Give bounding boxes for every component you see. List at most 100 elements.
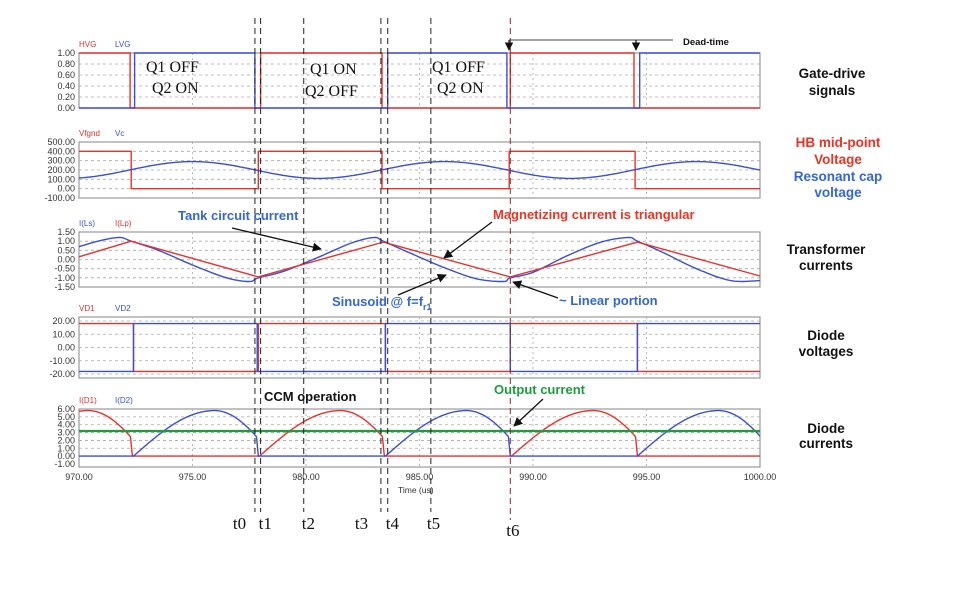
- series-hvg: [79, 52, 760, 109]
- legend-hvg: HVG: [79, 40, 96, 49]
- legend-vfgnd: Vfgnd: [79, 129, 100, 138]
- marker-label-t3: t3: [355, 514, 368, 533]
- dead-time-annotation: Dead-time: [504, 37, 729, 51]
- y-tick-label: 0.00: [57, 255, 75, 265]
- y-tick-label: 0.60: [57, 70, 75, 80]
- y-tick-label: 20.00: [52, 316, 75, 326]
- y-tick-label: 0.80: [57, 59, 75, 69]
- y-tick-label: -1.50: [54, 282, 75, 292]
- linear-portion-arrow: [512, 280, 559, 299]
- marker-label-t1: t1: [259, 514, 272, 533]
- panel-hb: 500.00400.00300.00200.00100.000.00-100.0…: [44, 129, 761, 203]
- legend-id1: I(D1): [79, 396, 97, 405]
- panel-gate: 1.000.800.600.400.200.00 HVG LVG: [57, 40, 761, 113]
- x-tick-label: 1000.00: [744, 472, 777, 482]
- y-tick-label: -1.00: [54, 459, 75, 469]
- legend-ilp: I(Lp): [115, 219, 132, 228]
- marker-label-t5: t5: [427, 514, 440, 533]
- magnetizing-current-annotation: Magnetizing current is triangular: [493, 207, 695, 222]
- tank-current-arrow: [231, 227, 322, 252]
- y-tick-label: 2.00: [57, 435, 75, 445]
- x-tick-label: 970.00: [65, 472, 93, 482]
- state-label-2-q2: Q2 OFF: [305, 83, 358, 100]
- y-tick-label: 500.00: [47, 137, 75, 147]
- side-label-vc-1: Resonant cap: [794, 169, 883, 184]
- legend-vd1: VD1: [79, 304, 95, 313]
- y-tick-label: 1.00: [57, 236, 75, 246]
- y-tick-label: 0.00: [57, 343, 75, 353]
- side-label-hb-2: Voltage: [814, 152, 862, 167]
- side-label-gate-2: signals: [809, 83, 856, 98]
- side-label-diodei-1: Diode: [807, 421, 845, 436]
- series-i-d1: [78, 409, 760, 457]
- marker-label-t0: t0: [233, 514, 246, 533]
- dead-time-label: Dead-time: [683, 37, 729, 48]
- y-tick-label: -1.00: [54, 273, 75, 283]
- y-tick-label: 100.00: [47, 174, 75, 184]
- legend-vc: Vc: [115, 129, 124, 138]
- y-tick-label: 0.00: [57, 103, 75, 113]
- x-tick-label: 990.00: [519, 472, 547, 482]
- y-tick-label: 1.00: [57, 48, 75, 58]
- panel-currents: 1.501.000.500.00-0.50-1.00-1.50 I(Ls) I(Lp…: [54, 219, 761, 292]
- output-current-arrow: [513, 398, 544, 427]
- y-tick-label: -10.00: [49, 356, 75, 366]
- y-tick-label: 0.00: [57, 451, 75, 461]
- y-tick-label: 400.00: [47, 146, 75, 156]
- x-tick-label: 975.00: [179, 472, 207, 482]
- y-tick-label: 1.00: [57, 443, 75, 453]
- side-label-currents-2: currents: [799, 258, 853, 273]
- y-tick-label: 0.50: [57, 245, 75, 255]
- y-tick-label: 5.00: [57, 412, 75, 422]
- panel-diodei: 6.005.004.003.002.001.000.00-1.00 I(D1) I(…: [54, 396, 776, 482]
- marker-label-t6: t6: [506, 521, 519, 540]
- series-i-ls: [78, 236, 761, 283]
- side-label-hb-1: HB mid-point: [796, 135, 881, 150]
- x-tick-label: 985.00: [406, 472, 434, 482]
- state-label-1-q2: Q2 ON: [152, 80, 199, 97]
- y-tick-label: 300.00: [47, 156, 75, 166]
- state-label-1-q1: Q1 OFF: [146, 59, 199, 76]
- y-tick-label: 0.40: [57, 81, 75, 91]
- x-axis-label: Time (us): [398, 485, 434, 495]
- legend-vd2: VD2: [115, 304, 131, 313]
- marker-label-t4: t4: [386, 514, 400, 533]
- y-tick-label: -100.00: [44, 193, 75, 203]
- series-i-lp: [78, 240, 761, 278]
- legend-ils: I(Ls): [79, 219, 95, 228]
- y-tick-label: 3.00: [57, 428, 75, 438]
- y-tick-label: -0.50: [54, 264, 75, 274]
- y-tick-label: 200.00: [47, 165, 75, 175]
- output-current-annotation: Output current: [494, 382, 586, 397]
- y-tick-label: 0.00: [57, 184, 75, 194]
- x-tick-label: 995.00: [633, 472, 661, 482]
- linear-portion-annotation: ~ Linear portion: [559, 293, 658, 308]
- time-markers: t0 t1 t2 t3 t4 t5 t6: [233, 18, 520, 540]
- tank-current-annotation: Tank circuit current: [178, 208, 299, 223]
- sinusoid-annotation-main: Sinusoid @ f=f: [332, 294, 424, 309]
- x-tick-label: 980.00: [292, 472, 320, 482]
- panel-diodev: 20.00 10.00 0.00 -10.00 -20.00 VD1 VD2: [49, 304, 761, 379]
- sinusoid-arrow: [397, 273, 447, 296]
- legend-lvg: LVG: [115, 40, 130, 49]
- side-label-diodev-2: voltages: [799, 344, 854, 359]
- state-label-3-q2: Q2 ON: [437, 80, 484, 97]
- state-label-3-q1: Q1 OFF: [432, 59, 485, 76]
- series-vc: [78, 160, 761, 180]
- series-i-d2: [79, 409, 761, 457]
- series-vd2: [79, 322, 760, 373]
- y-tick-label: 1.50: [57, 227, 75, 237]
- magnetizing-current-arrow: [443, 221, 493, 259]
- y-tick-label: 0.20: [57, 92, 75, 102]
- ccm-operation-label: CCM operation: [264, 389, 357, 404]
- state-label-2-q1: Q1 ON: [310, 61, 357, 78]
- sinusoid-annotation-subscript: r1: [423, 302, 432, 312]
- side-label-vc-2: voltage: [814, 185, 862, 200]
- side-label-diodei-2: currents: [799, 436, 853, 451]
- side-label-currents-1: Transformer: [787, 242, 867, 257]
- sinusoid-annotation: Sinusoid @ f=fr1: [332, 294, 432, 312]
- legend-id2: I(D2): [115, 396, 133, 405]
- side-label-diodev-1: Diode: [807, 328, 845, 343]
